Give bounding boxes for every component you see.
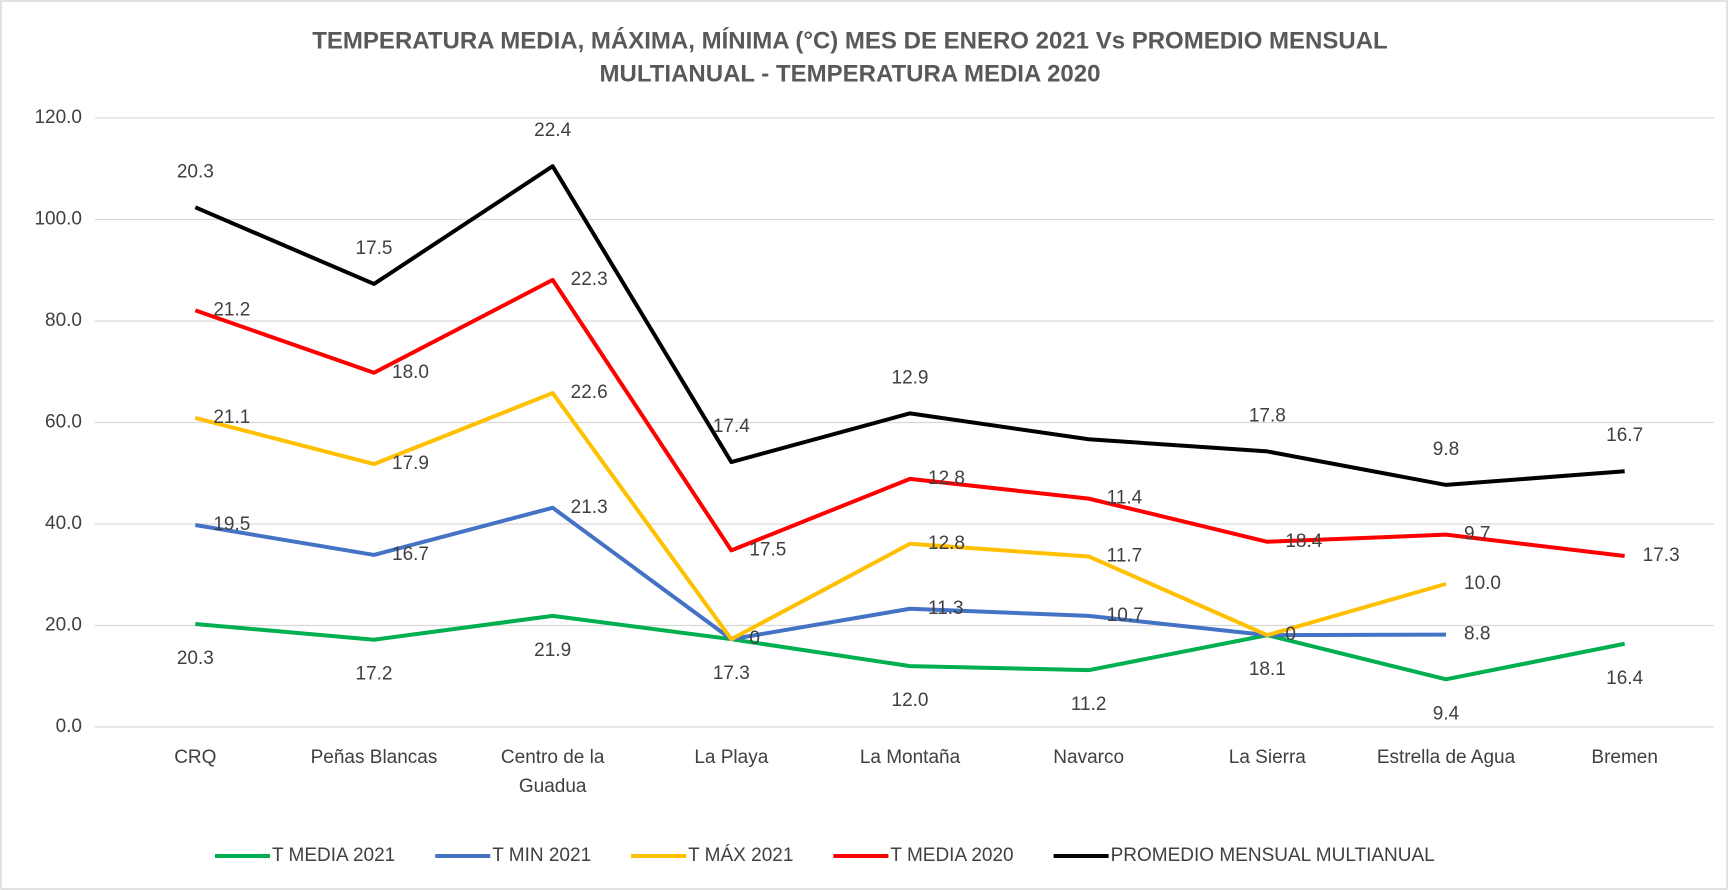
data-label: 10.7: [1107, 605, 1144, 626]
data-label: 20.3: [177, 161, 214, 182]
x-tick-label: La Montaña: [860, 747, 961, 768]
series-line: [194, 277, 1625, 558]
x-tick-label: Estrella de Agua: [1377, 747, 1516, 768]
x-tick-label: Peñas Blancas: [311, 747, 438, 768]
x-tick-label: CRQ: [174, 747, 216, 768]
y-tick-label: 80.0: [45, 310, 82, 331]
x-tick-label: La Sierra: [1229, 747, 1307, 768]
data-label: 17.8: [1249, 405, 1286, 426]
data-label: 18.4: [1285, 531, 1322, 552]
x-tick-label: Navarco: [1053, 747, 1124, 768]
data-label: 17.5: [749, 539, 786, 560]
data-label: 9.7: [1464, 524, 1490, 545]
data-label: 22.4: [534, 120, 571, 141]
data-label: 21.9: [534, 640, 571, 661]
x-tick-label: La Playa: [694, 747, 768, 768]
data-label: 9.4: [1433, 703, 1460, 724]
legend-label: T MEDIA 2020: [890, 845, 1013, 866]
data-label: 17.4: [713, 416, 750, 437]
series-line: [194, 391, 1447, 642]
x-tick-label: Centro de la Guadua: [501, 747, 605, 797]
data-label: 17.5: [356, 238, 393, 259]
data-label: 17.3: [713, 663, 750, 684]
data-label: 9.8: [1433, 439, 1459, 460]
chart-title: MULTIANUAL - TEMPERATURA MEDIA 2020: [600, 60, 1101, 87]
y-tick-label: 0.0: [56, 716, 82, 737]
data-label: 12.0: [892, 690, 929, 711]
data-label: 12.9: [892, 367, 929, 388]
data-label: 12.8: [928, 468, 965, 489]
data-label: 21.1: [213, 407, 250, 428]
data-label: 17.3: [1643, 545, 1680, 566]
x-tick-label: Bremen: [1591, 747, 1658, 768]
data-label: 0: [1285, 624, 1296, 645]
chart-title: TEMPERATURA MEDIA, MÁXIMA, MÍNIMA (°C) M…: [312, 26, 1387, 54]
y-tick-label: 60.0: [45, 412, 82, 433]
y-tick-label: 100.0: [34, 209, 82, 230]
series-line: [195, 613, 1626, 682]
data-label: 10.0: [1464, 573, 1501, 594]
data-label: 11.2: [1071, 694, 1107, 715]
legend-label: PROMEDIO MENSUAL MULTIANUAL: [1111, 845, 1435, 866]
data-label: 17.9: [392, 453, 429, 474]
data-label: 8.8: [1464, 624, 1490, 645]
series-line: [194, 164, 1625, 487]
series-line: [195, 505, 1447, 642]
legend-label: T MEDIA 2021: [272, 845, 395, 866]
y-tick-label: 20.0: [45, 615, 82, 636]
data-label: 18.0: [392, 362, 429, 383]
data-label: 21.3: [571, 497, 608, 518]
data-label: 16.7: [1606, 425, 1643, 446]
data-label: 16.4: [1606, 668, 1643, 689]
data-label: 22.6: [571, 382, 608, 403]
data-label: 18.1: [1249, 659, 1286, 680]
data-label: 22.3: [571, 269, 608, 290]
data-label: 11.3: [928, 598, 964, 619]
y-tick-label: 120.0: [34, 107, 82, 128]
data-label: 0: [749, 628, 760, 649]
data-label: 11.4: [1107, 488, 1143, 509]
data-label: 20.3: [177, 648, 214, 669]
data-label: 19.5: [213, 514, 250, 535]
y-tick-label: 40.0: [45, 513, 82, 534]
data-label: 12.8: [928, 533, 965, 554]
data-label: 16.7: [392, 544, 429, 565]
legend-label: T MÁX 2021: [688, 845, 793, 866]
data-label: 11.7: [1107, 545, 1143, 566]
data-label: 21.2: [213, 299, 250, 320]
data-label: 17.2: [356, 664, 393, 685]
legend-label: T MIN 2021: [492, 845, 591, 866]
legend: T MEDIA 2021 T MIN 2021 T MÁX 2021 T MEDIA …: [215, 845, 1435, 866]
